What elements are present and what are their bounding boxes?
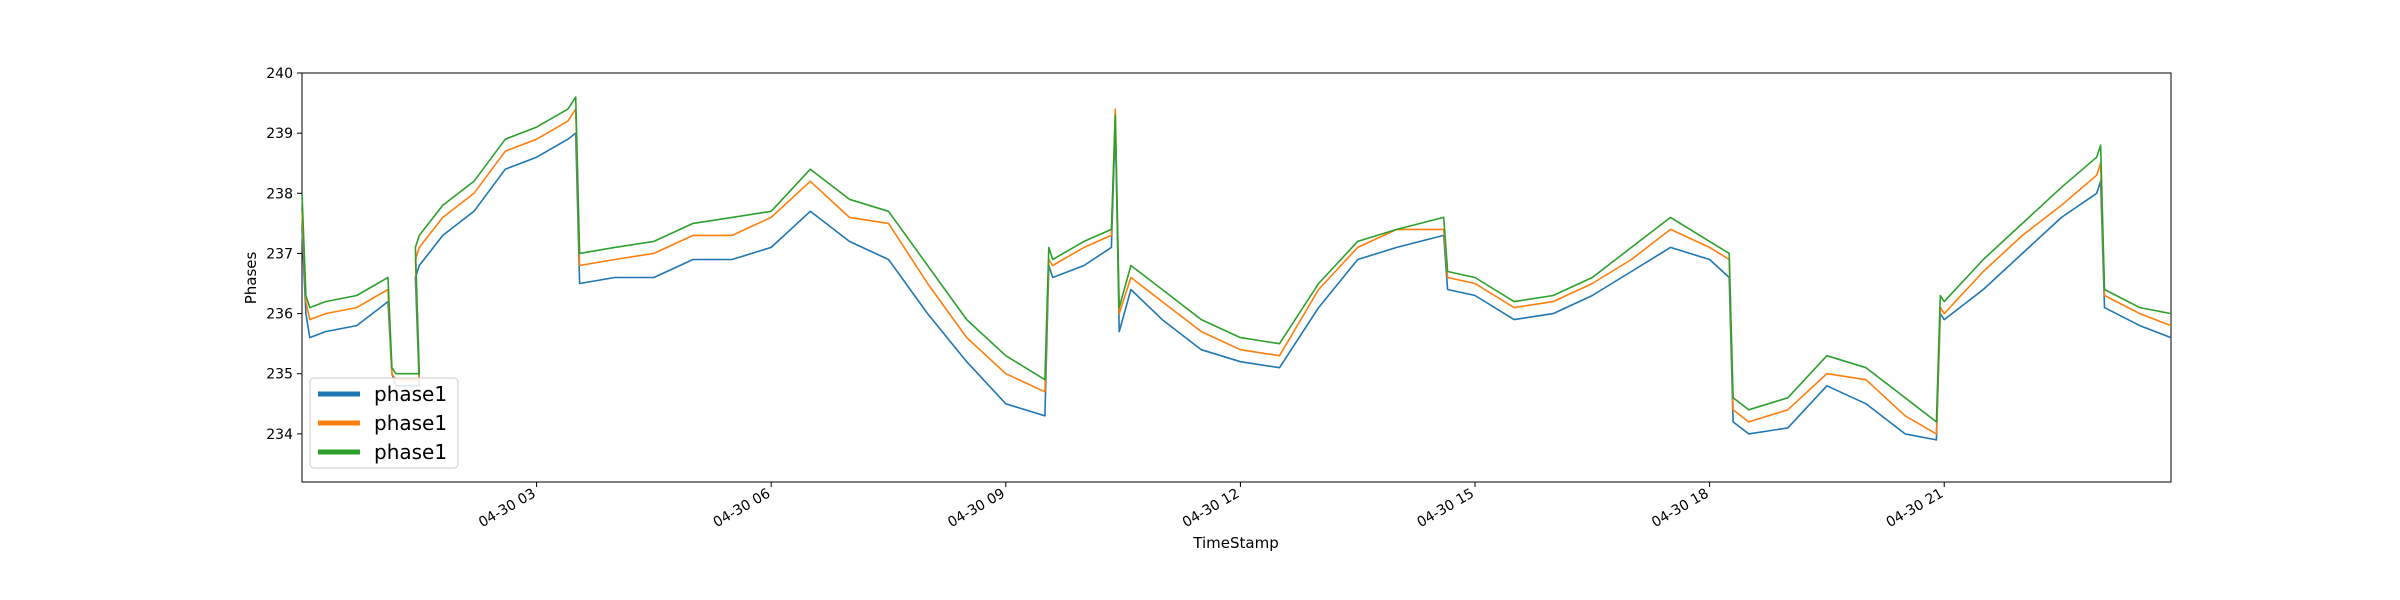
y-axis-label: Phases: [242, 252, 260, 305]
y-tick-label: 236: [266, 307, 293, 323]
y-axis: 234 235 236 237 238 239 240: [266, 66, 302, 443]
x-axis-label: TimeStamp: [1192, 534, 1278, 552]
legend-label: phase1: [374, 382, 447, 406]
y-tick-label: 235: [266, 367, 293, 383]
y-tick-label: 237: [266, 246, 293, 262]
legend: phase1 phase1 phase1: [309, 377, 459, 469]
plot-frame: [301, 72, 2172, 483]
y-tick-label: 239: [266, 126, 293, 142]
series-line-1: [301, 120, 2172, 441]
series-layer: [301, 96, 2172, 441]
y-tick-label: 234: [266, 427, 293, 443]
y-tick-label: 238: [266, 186, 293, 202]
plot-area: [301, 72, 2172, 483]
legend-label: phase1: [374, 440, 447, 464]
series-line-3: [301, 96, 2172, 423]
series-line-2: [301, 108, 2172, 435]
legend-label: phase1: [374, 411, 447, 435]
y-tick-label: 240: [266, 66, 293, 82]
legend-box: [309, 377, 459, 469]
